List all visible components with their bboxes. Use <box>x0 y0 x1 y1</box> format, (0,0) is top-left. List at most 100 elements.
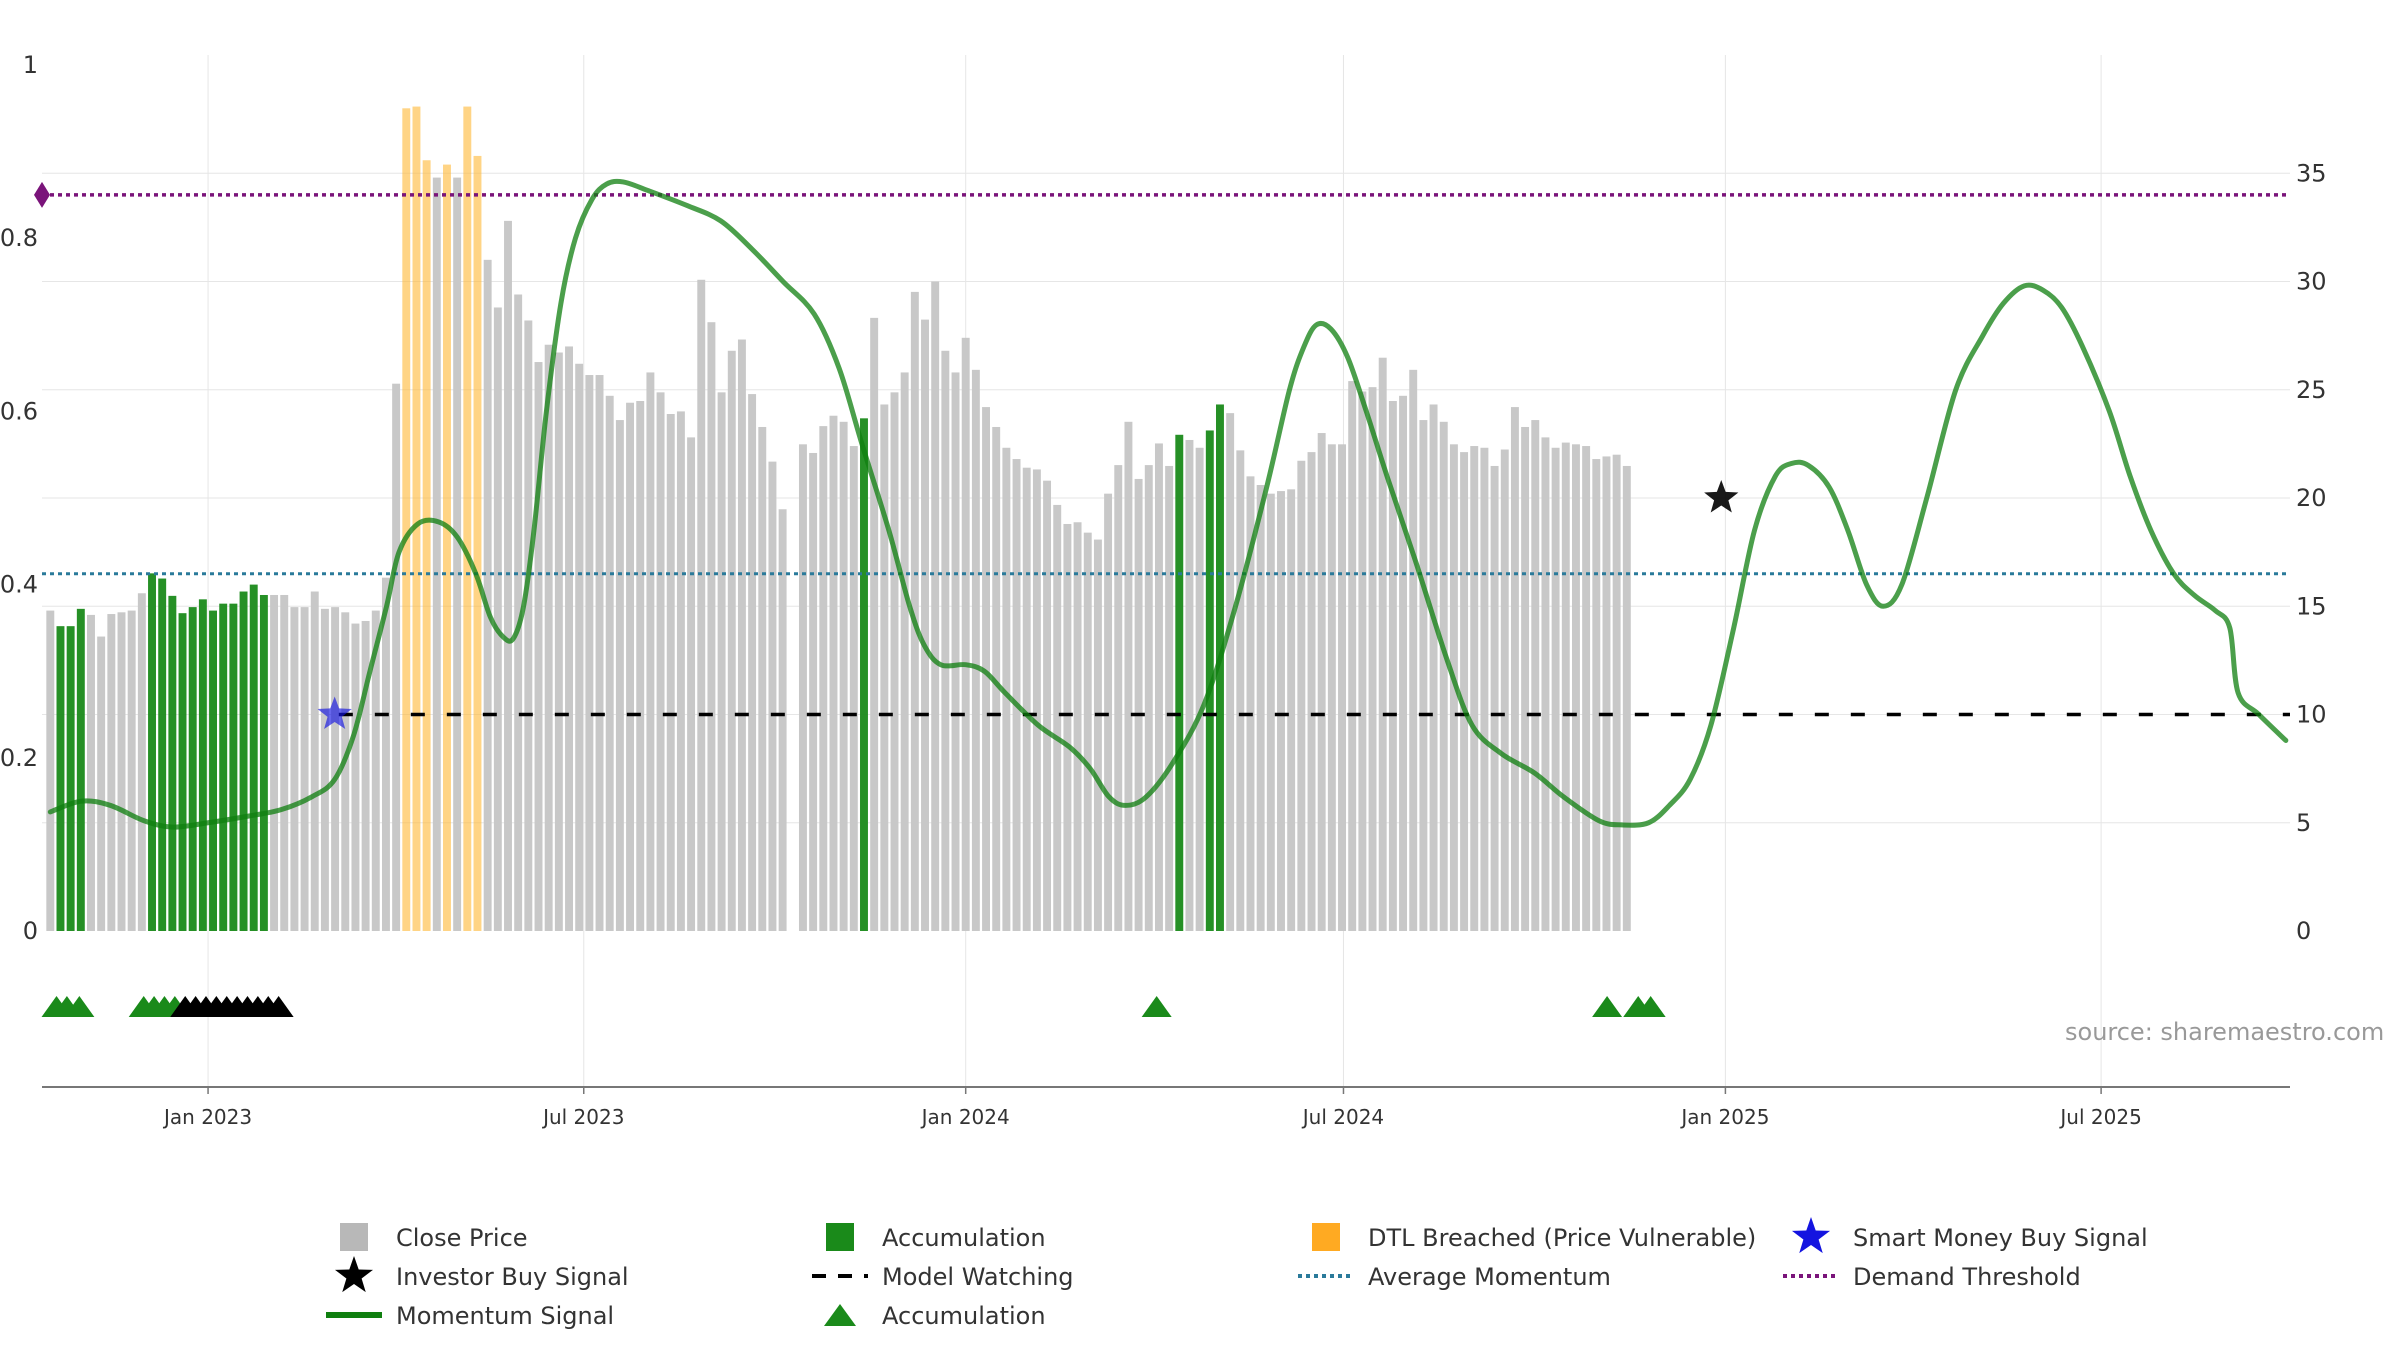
y-left-tick-label: 0.2 <box>0 744 38 772</box>
close-price-bar <box>1561 442 1570 931</box>
y-right-tick-label: 35 <box>2296 159 2327 187</box>
dtl-breached-bar <box>443 164 451 932</box>
close-price-bar <box>432 177 441 931</box>
legend-swatch <box>340 1223 368 1251</box>
close-price-bar <box>331 607 340 931</box>
close-price-bar <box>1368 387 1377 932</box>
legend-item-demand_threshold: Demand Threshold <box>1783 1263 2081 1291</box>
close-price-bar <box>270 594 279 931</box>
close-price-bar <box>1429 404 1438 931</box>
close-price-bar <box>910 291 919 932</box>
close-price-bar <box>1154 443 1163 931</box>
close-price-bar <box>1439 421 1448 931</box>
close-price-bar <box>1541 437 1550 931</box>
accumulation-marker-triangle <box>1141 996 1172 1017</box>
close-price-bar <box>748 394 757 932</box>
close-price-bar <box>341 612 350 931</box>
legend-label: Demand Threshold <box>1853 1263 2081 1291</box>
close-price-bar <box>656 392 665 931</box>
legend-label: Smart Money Buy Signal <box>1853 1224 2148 1252</box>
close-price-bar <box>819 426 828 931</box>
close-price-bar <box>737 339 746 932</box>
close-price-bar <box>585 375 594 931</box>
legend-label: Close Price <box>396 1224 528 1252</box>
close-price-bar <box>666 413 675 931</box>
bars <box>46 106 1631 932</box>
accumulation-bar <box>860 418 868 931</box>
close-price-bar <box>951 372 960 931</box>
close-price-bar <box>127 610 136 931</box>
legend-swatch-star <box>1791 1217 1831 1254</box>
close-price-bar <box>707 322 716 931</box>
close-price-bar <box>636 401 645 931</box>
accumulation-bar <box>209 610 218 931</box>
accumulation-bar <box>229 603 238 931</box>
close-price-bar <box>351 623 360 931</box>
momentum-series <box>47 178 2289 830</box>
accumulation-bar <box>249 584 258 931</box>
accumulation-bar <box>178 613 187 931</box>
close-price-bar <box>1073 522 1082 931</box>
close-price-bar <box>1256 485 1265 931</box>
close-price-bar <box>554 352 563 932</box>
close-price-bar <box>941 350 950 931</box>
y-left-tick-label: 0.8 <box>0 224 38 252</box>
close-price-bar <box>1612 454 1621 931</box>
close-price-bar <box>1144 465 1153 931</box>
close-price-bar <box>371 610 380 931</box>
close-price-bar <box>1165 465 1174 931</box>
close-price-bar <box>1582 446 1591 931</box>
close-price-bar <box>615 420 624 931</box>
close-price-bar <box>768 461 777 931</box>
close-price-bar <box>982 407 991 931</box>
close-price-bar <box>565 346 573 931</box>
x-tick-label: Jul 2023 <box>541 1105 624 1129</box>
legend-item-average_momentum: Average Momentum <box>1298 1263 1611 1291</box>
close-price-bar <box>534 362 543 932</box>
close-price-bar <box>1053 504 1062 931</box>
close-price-bar <box>1043 480 1052 931</box>
close-price-bar <box>1012 459 1021 931</box>
close-price-bar <box>514 294 523 931</box>
close-price-bar <box>1277 491 1285 931</box>
legend-label: Accumulation <box>882 1224 1046 1252</box>
close-price-bar <box>87 614 95 931</box>
close-price-bar <box>646 372 655 931</box>
close-price-bar <box>575 363 584 931</box>
y-right-tick-label: 15 <box>2296 592 2327 620</box>
accumulation-bar <box>219 603 228 931</box>
close-price-bar <box>778 509 787 931</box>
y-left-tick-label: 1 <box>23 51 38 79</box>
x-tick-label: Jul 2024 <box>1301 1105 1384 1129</box>
close-price-bar <box>1470 446 1479 931</box>
legend-item-close_price: Close Price <box>340 1223 528 1252</box>
close-price-bar <box>1083 532 1092 931</box>
close-price-bar <box>798 444 807 931</box>
accumulation-bar <box>1216 404 1224 931</box>
close-price-bar <box>320 608 329 931</box>
x-tick-label: Jan 2023 <box>162 1105 252 1129</box>
close-price-bar <box>1022 467 1031 931</box>
dtl-breached-bar <box>412 106 421 932</box>
close-price-bar <box>524 320 533 932</box>
close-price-bar <box>1134 478 1143 931</box>
close-price-bar <box>361 620 370 931</box>
close-price-bar <box>1287 489 1296 931</box>
close-price-bar <box>137 593 146 931</box>
close-price-bar <box>1622 465 1631 931</box>
close-price-bar <box>1388 401 1397 931</box>
close-price-bar <box>605 395 614 931</box>
close-price-bar <box>1195 447 1204 931</box>
accumulation-bar <box>76 608 85 931</box>
close-price-bar <box>1348 381 1357 932</box>
close-price-bar <box>1002 447 1011 931</box>
close-price-bar <box>1602 456 1611 931</box>
accumulation-bar <box>168 595 177 931</box>
accumulation-marker-triangle <box>263 996 294 1017</box>
axes: Jan 2023 Jul 2023 Jan 2024 Jul 2024 Jan 2025… <box>0 51 2327 1129</box>
y-left-tick-label: 0.4 <box>0 571 38 599</box>
legend-label: Investor Buy Signal <box>396 1263 629 1291</box>
accumulation-bar <box>1175 434 1184 931</box>
close-price-bar <box>961 337 970 931</box>
